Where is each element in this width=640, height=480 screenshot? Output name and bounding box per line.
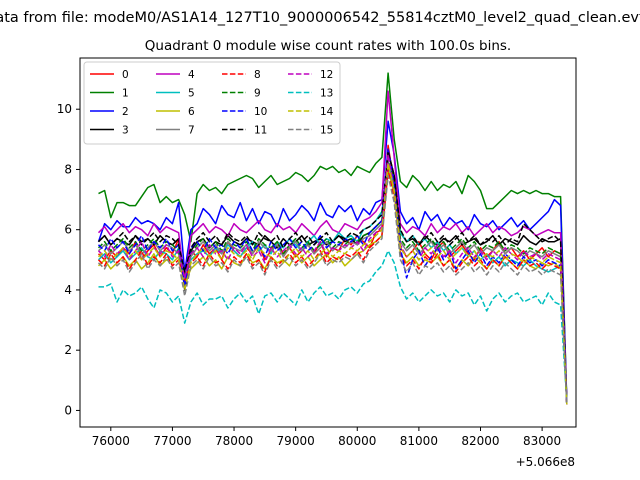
series-line-2 — [97, 120, 568, 402]
legend-label-8: 8 — [254, 69, 261, 81]
legend-label-14: 14 — [320, 106, 334, 118]
legend-label-4: 4 — [188, 69, 195, 81]
y-tick-label: 2 — [64, 343, 72, 357]
legend-label-12: 12 — [320, 69, 333, 81]
legend-label-0: 0 — [122, 69, 129, 81]
legend-label-10: 10 — [254, 106, 267, 118]
series-line-9 — [97, 156, 568, 405]
series-line-12 — [97, 153, 568, 405]
chart-title: Quadrant 0 module wise count rates with … — [145, 38, 511, 54]
series-line-4 — [97, 90, 568, 402]
legend-label-7: 7 — [188, 125, 195, 137]
series-line-0 — [97, 144, 568, 405]
series-line-14 — [97, 162, 568, 405]
legend-label-9: 9 — [254, 88, 261, 100]
series-line-13 — [98, 250, 568, 402]
series-line-11 — [97, 150, 568, 405]
x-tick-label: 83000 — [523, 434, 561, 448]
series-line-15 — [97, 174, 568, 405]
legend-label-13: 13 — [320, 88, 333, 100]
x-tick-label: 82000 — [461, 434, 499, 448]
x-tick-label: 76000 — [92, 434, 130, 448]
series-line-8 — [97, 168, 568, 405]
legend-label-3: 3 — [122, 125, 129, 137]
y-tick-label: 6 — [64, 223, 72, 237]
y-tick-label: 0 — [64, 403, 72, 417]
series-line-7 — [97, 159, 568, 405]
legend-box — [83, 61, 341, 145]
y-tick-label: 4 — [64, 283, 72, 297]
x-offset-label: +5.066e8 — [516, 455, 575, 469]
y-tick-label: 10 — [57, 102, 72, 116]
legend-label-5: 5 — [188, 88, 195, 100]
legend-label-1: 1 — [122, 88, 129, 100]
legend-label-2: 2 — [122, 106, 129, 118]
figure-suptitle: ata from file: modeM0/AS1A14_127T10_9000… — [0, 10, 640, 26]
y-tick-label: 8 — [64, 162, 72, 176]
series-line-3 — [97, 150, 568, 402]
legend-label-15: 15 — [320, 125, 333, 137]
legend-label-11: 11 — [254, 125, 267, 137]
x-tick-label: 81000 — [400, 434, 438, 448]
x-tick-label: 78000 — [215, 434, 253, 448]
legend-label-6: 6 — [188, 106, 195, 118]
series-line-10 — [97, 147, 568, 405]
x-tick-label: 79000 — [277, 434, 315, 448]
x-tick-label: 77000 — [153, 434, 191, 448]
plot-area: 76000 77000 78000 79000 80000 81000 82000 83000… — [57, 57, 577, 448]
x-tick-label: 80000 — [338, 434, 376, 448]
axes-frame — [79, 57, 577, 428]
series-line-1 — [98, 72, 568, 402]
